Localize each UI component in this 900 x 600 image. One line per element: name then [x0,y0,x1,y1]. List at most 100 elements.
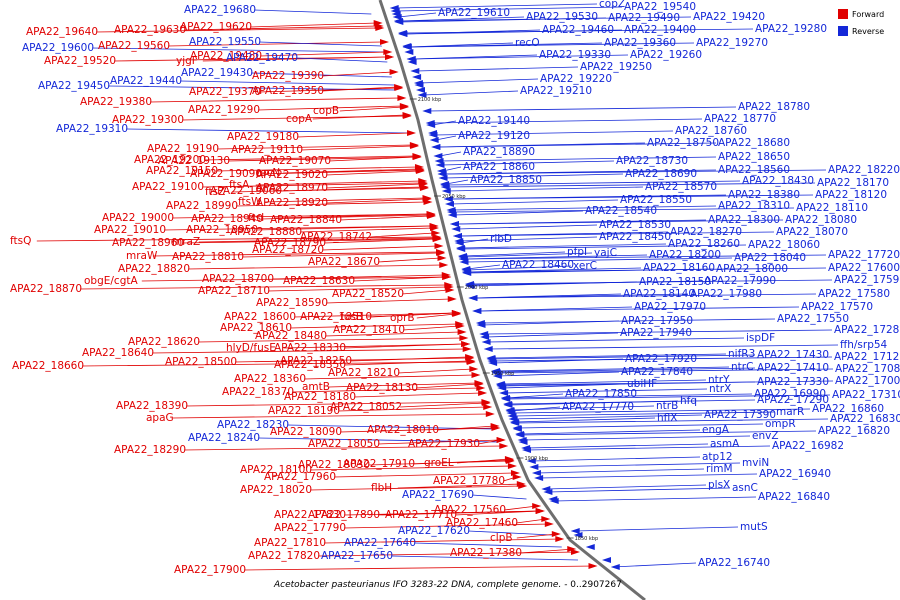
gene-arrow-forward [461,341,471,347]
gene-arrow-forward [452,311,462,317]
gene-label-reverse: APA22_16840 [758,491,830,503]
gene-connector-line [141,276,446,282]
gene-connector-line [537,468,705,474]
gene-arrow-reverse [437,171,447,177]
gene-label-forward: APA22_18052 [330,401,402,413]
gene-label-reverse: APA22_19540 [624,1,696,13]
gene-connector-line [516,518,547,524]
gene-connector-line [282,168,419,174]
gene-label-reverse: marR [776,406,804,418]
gene-label-reverse: APA22_17290 [757,394,829,406]
gene-connector-line [80,284,448,290]
gene-arrow-reverse [522,447,531,453]
gene-label-forward: recN [256,167,280,179]
gene-arrow-forward [499,443,509,449]
gene-connector-line [501,379,707,385]
gene-label-forward: APA22_19100 [132,181,204,193]
gene-label-forward: APA22_17820 [248,550,320,562]
gene-connector-line [487,337,745,343]
gene-connector-line [339,106,404,112]
gene-label-reverse: APA22_17940 [620,327,692,339]
gene-connector-line [462,244,747,250]
gene-label-reverse: APA22_17850 [565,388,637,400]
gene-label-forward: APA22_18990 [166,200,238,212]
gene-label-reverse: APA22_19210 [520,85,592,97]
gene-label-forward: APA22_19200 [134,154,206,166]
gene-label-forward: APA22_18480 [255,330,327,342]
gene-label-reverse: APA22_18270 [670,226,742,238]
gene-label-reverse: APA22_17690 [402,489,474,501]
gene-connector-line [501,380,834,386]
gene-connector-line [126,128,409,134]
gene-connector-line [492,354,756,360]
gene-label-forward: APA22_18630 [283,275,355,287]
gene-connector-line [398,368,473,374]
gene-connector-line [612,562,697,568]
gene-label-reverse: ntrX [709,383,731,395]
gene-label-reverse: APA22_19140 [458,115,530,127]
gene-label-reverse: APA22_19400 [624,24,696,36]
gene-connector-line [236,201,427,207]
gene-connector-line [460,236,598,242]
gene-connector-line [268,286,448,292]
gene-label-forward: APA22_19060 [210,185,282,197]
gene-connector-line [553,496,757,502]
gene-label-forward: fusB [340,311,363,323]
gene-label-forward: APA22_18640 [82,347,154,359]
gene-connector-line [254,9,372,15]
gene-connector-line [506,393,753,399]
gene-connector-line [464,254,827,260]
gene-label-forward: APA22_18670 [308,256,380,268]
gene-connector-line [467,267,827,273]
gene-label-reverse: APA22_19450 [38,80,110,92]
gene-label-reverse: APA22_19360 [604,37,676,49]
gene-label-forward: APA22_18210 [328,367,400,379]
gene-connector-line [484,329,833,335]
gene-arrow-forward [478,390,488,396]
gene-label-forward: yjgF [176,55,198,67]
gene-arrow-forward [541,516,551,522]
gene-connector-line [455,219,784,225]
gene-arrow-reverse [435,162,445,168]
gene-arrow-forward [412,154,422,160]
gene-label-reverse: APA22_16982 [772,440,844,452]
gene-label-forward: APA22_19190 [147,143,219,155]
gene-connector-line [447,186,644,192]
gene-connector-line [312,114,406,120]
axis-tick-label: 2000 kbp [465,285,489,291]
legend-forward-label: Forward [852,10,884,19]
gene-label-forward: APA22_17960 [264,471,336,483]
gene-label-reverse: APA22_18230 [217,419,289,431]
gene-connector-line [168,41,384,47]
gene-connector-line [250,22,378,28]
gene-connector-line [506,394,831,400]
gene-label-forward: APA22_18620 [128,336,200,348]
gene-arrow-reverse [443,196,453,202]
gene-arrow-reverse [510,420,520,426]
gene-connector-line [414,542,562,548]
gene-connector-line [198,337,463,343]
gene-arrow-reverse [453,233,462,239]
gene-label-forward: APA22_19480 [190,50,262,62]
gene-label-reverse: APA22_19330 [539,49,611,61]
gene-connector-line [340,215,431,221]
gene-arrow-forward [445,287,455,293]
gene-label-reverse: APA22_17720 [828,249,900,261]
gene-arrow-forward [402,112,412,118]
gene-connector-line [391,555,579,561]
gene-connector-line [464,252,593,258]
gene-label-forward: APA22_18090 [270,426,342,438]
gene-connector-line [452,205,717,211]
gene-connector-line [322,245,438,251]
genome-caption: Acetobacter pasteurianus IFO 3283-22 DNA… [273,580,622,590]
gene-connector-line [444,173,624,179]
gene-label-forward: APA22_18710 [198,285,270,297]
gene-connector-line [294,312,456,318]
gene-label-forward: APA22_17710 [385,509,457,521]
gene-connector-line [344,343,465,349]
gene-arrow-reverse [462,269,471,275]
gene-arrow-reverse [499,390,509,396]
gene-connector-line [186,401,485,407]
